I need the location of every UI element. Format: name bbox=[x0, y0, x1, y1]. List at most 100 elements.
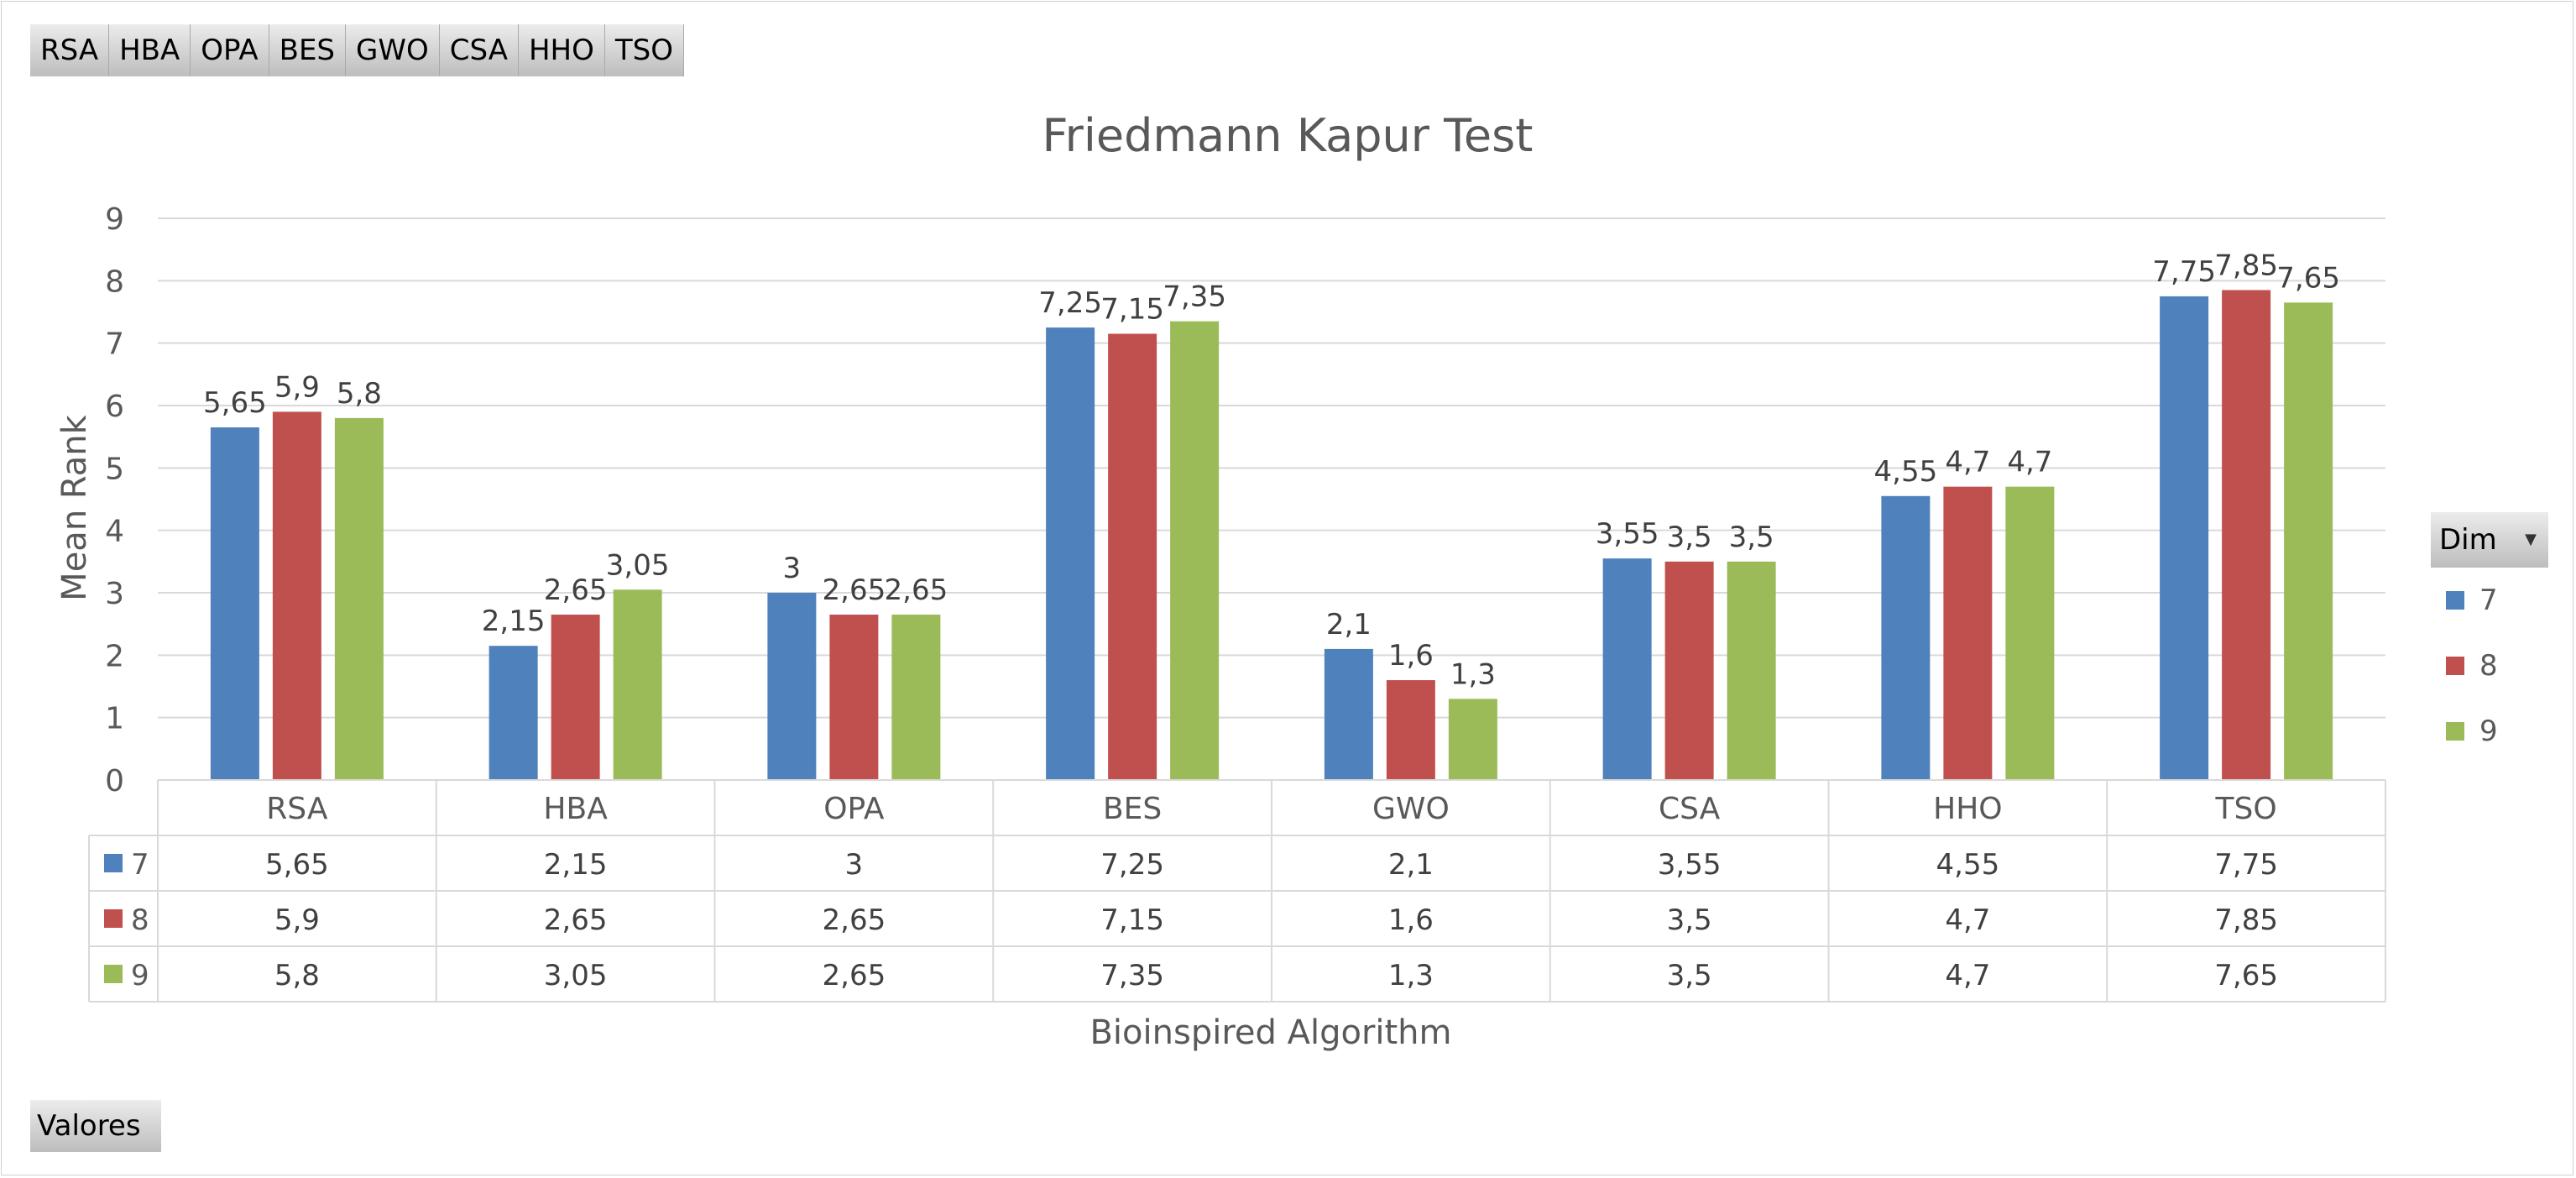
table-cell: 3,55 bbox=[1658, 848, 1722, 882]
bar-rsa-7 bbox=[210, 427, 259, 780]
category-label: OPA bbox=[823, 792, 885, 826]
field-button-bes[interactable]: BES bbox=[269, 24, 347, 76]
legend-label: 7 bbox=[2479, 584, 2498, 617]
y-tick-label: 9 bbox=[105, 202, 124, 237]
category-label: RSA bbox=[266, 792, 328, 826]
data-label: 2,65 bbox=[885, 573, 948, 607]
legend: Dim ▼ 7 8 9 bbox=[2431, 512, 2548, 764]
table-cell: 2,65 bbox=[823, 903, 886, 937]
legend-swatch bbox=[2446, 657, 2464, 675]
table-cell: 4,7 bbox=[1945, 903, 1990, 937]
table-cell: 4,55 bbox=[1936, 848, 2000, 882]
values-field-button[interactable]: Valores bbox=[30, 1100, 161, 1152]
data-label: 4,7 bbox=[2007, 446, 2052, 479]
table-cell: 7,25 bbox=[1100, 848, 1164, 882]
field-button-opa[interactable]: OPA bbox=[191, 24, 269, 76]
table-cell: 1,3 bbox=[1388, 959, 1434, 992]
table-cell: 3,5 bbox=[1667, 903, 1712, 937]
bar-bes-8 bbox=[1108, 333, 1157, 780]
data-label: 7,65 bbox=[2276, 261, 2340, 295]
data-label: 7,85 bbox=[2214, 249, 2278, 282]
table-cell: 4,7 bbox=[1945, 959, 1990, 992]
data-label: 3,5 bbox=[1667, 521, 1712, 554]
table-cell: 7,15 bbox=[1100, 903, 1164, 937]
table-cell: 7,35 bbox=[1100, 959, 1164, 992]
y-tick-label: 7 bbox=[105, 327, 124, 362]
data-table: RSA HBA OPA BES GWO CSA HHO TSO 7 5,65 2,15 3 7,25 2,… bbox=[88, 779, 2386, 1003]
y-tick-label: 4 bbox=[105, 515, 124, 549]
bar-gwo-8 bbox=[1386, 680, 1435, 780]
field-button-gwo[interactable]: GWO bbox=[346, 24, 440, 76]
chart-title: Friedmann Kapur Test bbox=[1042, 109, 1534, 162]
bar-opa-7 bbox=[767, 593, 817, 780]
data-label: 2,15 bbox=[482, 605, 546, 638]
category-label: HBA bbox=[543, 792, 608, 826]
data-label: 7,75 bbox=[2152, 255, 2216, 289]
category-label: HHO bbox=[1933, 792, 2002, 826]
data-label: 1,6 bbox=[1388, 639, 1434, 673]
table-cell: 7,65 bbox=[2214, 959, 2278, 992]
bar-gwo-7 bbox=[1324, 648, 1373, 780]
bar-hho-8 bbox=[1943, 486, 1993, 780]
data-label: 7,25 bbox=[1038, 286, 1102, 320]
bar-hba-9 bbox=[613, 589, 662, 780]
data-label: 5,9 bbox=[274, 370, 320, 404]
legend-filter-button[interactable]: Dim ▼ bbox=[2431, 512, 2548, 568]
x-axis-label: Bioinspired Algorithm bbox=[1089, 1013, 1451, 1052]
y-tick-label: 3 bbox=[105, 577, 124, 611]
y-tick-label: 2 bbox=[105, 639, 124, 673]
table-cell: 1,6 bbox=[1388, 903, 1434, 937]
category-label: BES bbox=[1103, 792, 1162, 826]
table-cell: 2,15 bbox=[544, 848, 608, 882]
table-cell: 7,85 bbox=[2214, 903, 2278, 937]
data-labels: 5,65 5,9 5,82,152,653,05 32,652,657,257,157… bbox=[203, 249, 2340, 691]
bar-csa-9 bbox=[1727, 561, 1776, 780]
field-button-rsa[interactable]: RSA bbox=[30, 24, 110, 76]
y-tick-label: 5 bbox=[105, 452, 124, 486]
bar-csa-7 bbox=[1602, 558, 1652, 780]
bar-rsa-8 bbox=[272, 411, 321, 780]
bar-tso-8 bbox=[2222, 290, 2271, 780]
table-legend-key-8 bbox=[104, 909, 123, 928]
category-label: GWO bbox=[1372, 792, 1450, 826]
bar-bes-9 bbox=[1170, 321, 1220, 780]
data-label: 3,05 bbox=[606, 548, 670, 582]
data-label: 7,15 bbox=[1100, 293, 1164, 327]
data-label: 1,3 bbox=[1450, 657, 1496, 691]
data-label: 3,55 bbox=[1596, 517, 1659, 551]
legend-swatch bbox=[2446, 591, 2464, 610]
field-button-tso[interactable]: TSO bbox=[604, 24, 684, 76]
bar-tso-7 bbox=[2160, 296, 2209, 781]
bar-gwo-9 bbox=[1448, 699, 1497, 780]
legend-label: 8 bbox=[2479, 649, 2498, 683]
table-cell: 2,65 bbox=[544, 903, 608, 937]
data-label: 4,7 bbox=[1945, 446, 1990, 479]
field-button-hba[interactable]: HBA bbox=[109, 24, 191, 76]
table-cell: 3 bbox=[845, 848, 864, 882]
field-button-csa[interactable]: CSA bbox=[439, 24, 519, 76]
legend-item-7: 7 bbox=[2431, 568, 2548, 633]
data-label: 2,1 bbox=[1326, 608, 1372, 641]
y-axis-label: Mean Rank bbox=[55, 414, 94, 600]
table-legend-key-9 bbox=[104, 965, 123, 983]
y-tick-label: 0 bbox=[105, 764, 124, 798]
table-series-label: 9 bbox=[131, 959, 149, 992]
data-label: 2,65 bbox=[544, 573, 608, 607]
bar-bes-7 bbox=[1046, 327, 1095, 780]
table-cell: 2,65 bbox=[823, 959, 886, 992]
table-series-label: 7 bbox=[131, 848, 149, 882]
table-cell: 5,8 bbox=[274, 959, 320, 992]
legend-title: Dim bbox=[2439, 523, 2497, 557]
dropdown-arrow-icon: ▼ bbox=[2525, 531, 2537, 548]
data-label: 7,35 bbox=[1163, 280, 1226, 314]
table-cell: 5,9 bbox=[274, 903, 320, 937]
y-tick-label: 6 bbox=[105, 390, 124, 424]
data-label: 2,65 bbox=[823, 573, 886, 607]
bar-opa-9 bbox=[891, 615, 941, 780]
y-tick-label: 1 bbox=[105, 702, 124, 736]
legend-item-8: 8 bbox=[2431, 633, 2548, 699]
field-button-hho[interactable]: HHO bbox=[518, 24, 605, 76]
legend-swatch bbox=[2446, 722, 2464, 741]
